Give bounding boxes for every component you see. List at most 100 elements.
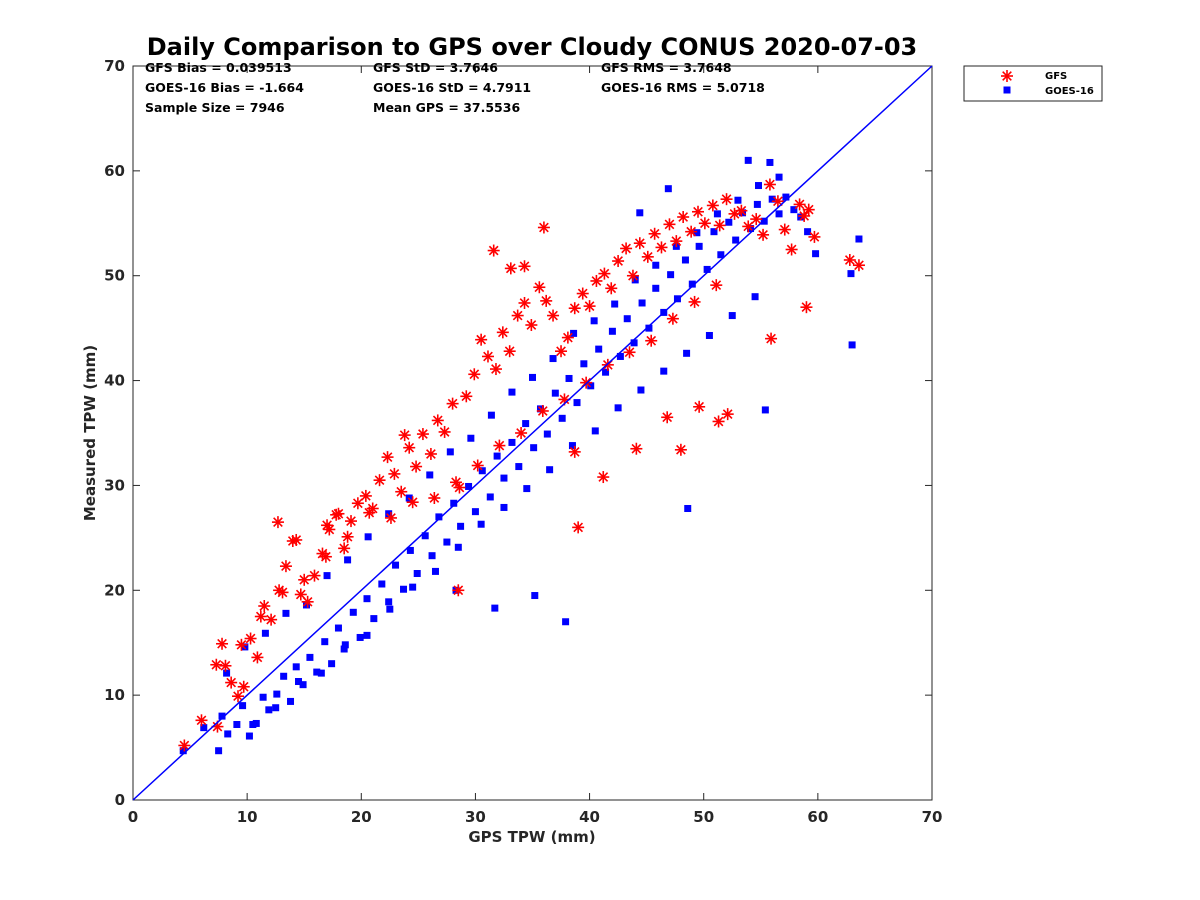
goes16-point	[673, 295, 681, 303]
gfs-point	[271, 516, 284, 529]
goes16-point	[637, 386, 645, 394]
gfs-point	[493, 439, 506, 452]
goes16-point	[428, 552, 436, 560]
gfs-point	[301, 595, 314, 608]
x-tick-label: 10	[237, 808, 258, 826]
gfs-point	[692, 205, 705, 218]
goes16-point	[385, 598, 393, 606]
goes16-point	[660, 367, 668, 375]
gfs-point	[802, 203, 815, 216]
gfs-point	[597, 471, 610, 484]
gfs-point	[710, 279, 723, 292]
goes16-point	[797, 213, 805, 221]
gfs-point	[395, 485, 408, 498]
gfs-point	[771, 195, 784, 208]
goes16-point	[775, 173, 783, 181]
gfs-point	[576, 287, 589, 300]
x-tick-label: 50	[693, 808, 714, 826]
goes16-point	[471, 508, 479, 516]
goes16-point	[573, 399, 581, 407]
gfs-point	[698, 217, 711, 230]
gfs-point	[210, 658, 223, 671]
gfs-point	[232, 690, 245, 703]
gfs-point	[384, 511, 397, 524]
goes16-point	[812, 250, 820, 258]
goes16-point	[638, 299, 646, 307]
gfs-point	[712, 415, 725, 428]
goes16-point	[804, 228, 812, 236]
gfs-point	[341, 530, 354, 543]
gfs-point	[525, 318, 538, 331]
gfs-point	[468, 368, 481, 381]
goes16-point	[529, 373, 536, 381]
goes16-point	[241, 643, 249, 651]
goes16-point	[328, 660, 336, 668]
legend-marker-gfs	[1001, 70, 1013, 82]
gfs-point	[496, 326, 509, 339]
goes16-point	[500, 503, 508, 511]
gfs-point	[511, 309, 524, 322]
gfs-point	[641, 250, 654, 263]
goes16-point	[652, 261, 660, 269]
gfs-point	[178, 739, 191, 752]
goes16-point	[695, 242, 703, 250]
gfs-point	[620, 242, 633, 255]
gfs-point	[332, 507, 345, 520]
goes16-point	[608, 327, 616, 335]
goes16-point	[467, 434, 475, 442]
goes16-point	[683, 349, 691, 357]
gfs-point	[428, 492, 441, 505]
goes16-point	[725, 218, 733, 226]
gfs-point	[308, 569, 321, 582]
goes16-point	[487, 411, 495, 419]
goes16-point	[728, 312, 736, 320]
goes16-point	[614, 404, 622, 412]
gfs-point	[258, 600, 271, 613]
gfs-point	[321, 519, 334, 532]
goes16-point	[478, 467, 486, 475]
gfs-point	[237, 680, 250, 693]
goes16-point	[631, 276, 639, 284]
gfs-point	[568, 445, 581, 458]
gfs-point	[276, 586, 289, 599]
goes16-point	[551, 389, 559, 397]
gfs-point	[685, 225, 698, 238]
goes16-point	[457, 522, 465, 530]
goes16-point	[443, 538, 451, 546]
stat-goes-std: GOES-16 StD = 4.7911	[373, 80, 531, 95]
gfs-point	[398, 429, 411, 442]
gfs-point	[720, 193, 733, 206]
goes16-point	[323, 572, 331, 580]
axis-ticks: 0 10 20 30 40 50 60 70 0 10 20 30 40 50 60 70	[104, 57, 942, 826]
goes16-point	[558, 414, 566, 422]
goes16-point	[760, 217, 768, 225]
stat-goes-bias: GOES-16 Bias = -1.664	[145, 80, 304, 95]
goes16-point	[530, 444, 538, 452]
gfs-point	[735, 204, 748, 217]
goes16-point	[179, 747, 187, 755]
goes16-point	[400, 585, 408, 593]
goes16-point	[493, 452, 501, 460]
y-tick-label: 40	[104, 372, 125, 390]
goes16-point	[450, 499, 458, 507]
gfs-point	[489, 363, 502, 376]
gfs-point	[763, 178, 776, 191]
legend-marker-goes	[1003, 86, 1011, 94]
goes16-point	[385, 510, 393, 518]
gfs-point	[431, 414, 444, 427]
gfs-point	[410, 460, 423, 473]
goes16-point	[766, 158, 774, 166]
goes16-point	[570, 329, 578, 337]
goes16-point	[265, 706, 273, 714]
goes16-point	[591, 427, 599, 435]
goes16-point	[224, 730, 232, 738]
stat-sample-size: Sample Size = 7946	[145, 100, 285, 115]
gfs-point	[693, 400, 706, 413]
goes16-point	[732, 236, 740, 244]
goes16-point	[734, 196, 742, 204]
gfs-point	[424, 447, 437, 460]
goes16-point	[356, 633, 364, 641]
goes16-point	[681, 256, 689, 264]
goes16-point	[664, 185, 672, 193]
